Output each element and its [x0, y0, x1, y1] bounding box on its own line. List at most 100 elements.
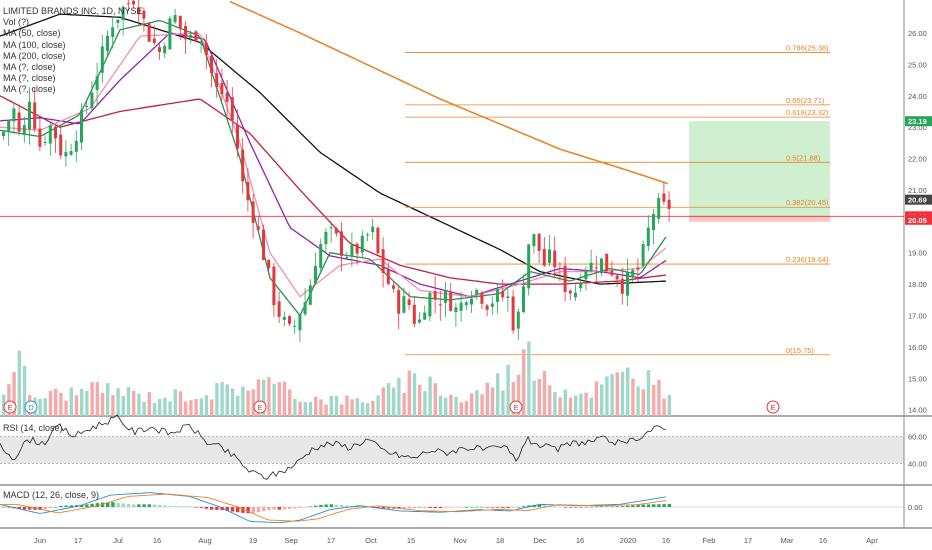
volume-bar	[610, 374, 614, 416]
macd-histogram-bar	[267, 507, 271, 511]
volume-bar	[298, 401, 302, 416]
fib-label: 0.65(23.71)	[786, 96, 825, 105]
candle	[558, 267, 562, 269]
candle	[563, 265, 567, 292]
price-badge-label: 20.69	[908, 196, 927, 205]
candle	[511, 296, 515, 331]
volume-bar	[600, 384, 604, 416]
rsi-label[interactable]: RSI (14, close)	[3, 423, 63, 433]
volume-bar	[444, 397, 448, 416]
candle	[163, 46, 167, 54]
moving-average-line	[229, 0, 669, 185]
candle	[594, 267, 598, 269]
legend-item[interactable]: MA (?, close)	[3, 84, 56, 95]
candle	[220, 82, 224, 95]
candle	[340, 231, 343, 256]
candle	[106, 35, 109, 51]
candle	[184, 26, 187, 40]
volume-bar	[449, 394, 453, 416]
candle	[423, 312, 427, 320]
earnings-marker-label: E	[513, 403, 518, 412]
fib-label: 0.618(23.32)	[786, 108, 829, 117]
candle	[80, 110, 83, 143]
candle	[314, 266, 317, 284]
volume-bar	[340, 404, 344, 416]
candle	[194, 31, 198, 42]
macd-histogram-bar	[594, 506, 599, 508]
volume-bar	[288, 389, 292, 416]
volume-bar	[334, 395, 339, 416]
volume-bar	[80, 388, 84, 416]
candle	[158, 47, 161, 52]
candle	[142, 10, 146, 19]
time-axis: Jun 17 Jul 16 Aug 19 Sep 17 Oct 15 Nov 18 Dec 16 2020 1…	[34, 536, 878, 545]
legend-item[interactable]: MA (?, close)	[3, 62, 56, 73]
x-tick-label: 17	[744, 536, 752, 545]
macd-histogram-bar	[199, 507, 203, 508]
volume-bar	[106, 383, 110, 416]
legend-item[interactable]: MA (100, close)	[3, 39, 66, 50]
macd-histogram-bar	[329, 504, 333, 507]
macd-histogram-bar	[516, 506, 521, 508]
volume-bar	[126, 387, 131, 416]
candle	[532, 234, 536, 247]
macd-histogram-bar	[152, 504, 157, 507]
macd-histogram-bar	[256, 507, 261, 513]
candle	[22, 125, 26, 135]
macd-histogram-bar	[589, 506, 593, 508]
volume-bar	[236, 395, 240, 416]
loss-zone	[689, 216, 830, 222]
candle	[230, 97, 234, 121]
candle	[392, 285, 395, 289]
macd-histogram-bar	[428, 507, 432, 509]
y-tick-label: 17.00	[908, 312, 927, 321]
macd-label[interactable]: MACD (12, 26, close, 9)	[3, 490, 100, 500]
macd-histogram-bar	[605, 506, 609, 507]
volume-bar	[386, 383, 391, 416]
candle	[459, 302, 463, 311]
y-tick-label: 22.00	[908, 155, 927, 164]
legend-item[interactable]: Vol (?)	[3, 17, 30, 28]
candle	[516, 311, 520, 329]
fib-label: 0(15.75)	[786, 346, 814, 355]
candle	[407, 299, 411, 306]
volume-bar	[574, 395, 578, 416]
macd-histogram-bar	[610, 506, 614, 507]
legend-item[interactable]: MA (?, close)	[3, 73, 56, 84]
candle	[48, 125, 52, 144]
volume-bar	[641, 389, 645, 416]
volume-bar	[402, 392, 406, 416]
earnings-marker	[24, 400, 38, 414]
volume-bar	[85, 390, 89, 416]
volume-bar	[152, 403, 157, 416]
volume-bar	[173, 389, 177, 416]
macd-histogram-bar	[631, 505, 635, 507]
volume-bar	[184, 401, 188, 416]
volume-bar	[490, 387, 495, 416]
candle	[210, 55, 213, 74]
macd-histogram-bar	[7, 507, 11, 508]
macd-histogram-bar	[568, 507, 573, 508]
legend-item[interactable]: MA (50, close)	[3, 28, 61, 39]
candle	[438, 304, 442, 306]
macd-histogram-bar	[381, 507, 385, 509]
candle	[334, 228, 338, 234]
volume-bar	[22, 365, 27, 416]
macd-histogram-bar	[402, 507, 406, 509]
candle	[246, 181, 250, 201]
macd-histogram-bar	[121, 503, 125, 507]
candle	[397, 290, 401, 314]
candle	[7, 120, 11, 132]
volume-bar	[158, 399, 162, 416]
price-badge	[905, 194, 932, 205]
candle	[100, 46, 104, 73]
volume-bar	[537, 378, 541, 416]
candle	[626, 272, 629, 296]
legend-item[interactable]: MA (200, close)	[3, 50, 66, 61]
y-tick-label: 26.00	[908, 29, 927, 38]
chart-title: LIMITED BRANDS INC, 1D, NYSE	[3, 6, 143, 16]
volume-bar	[532, 380, 536, 416]
volume-bar	[256, 379, 261, 416]
candle	[173, 15, 177, 23]
